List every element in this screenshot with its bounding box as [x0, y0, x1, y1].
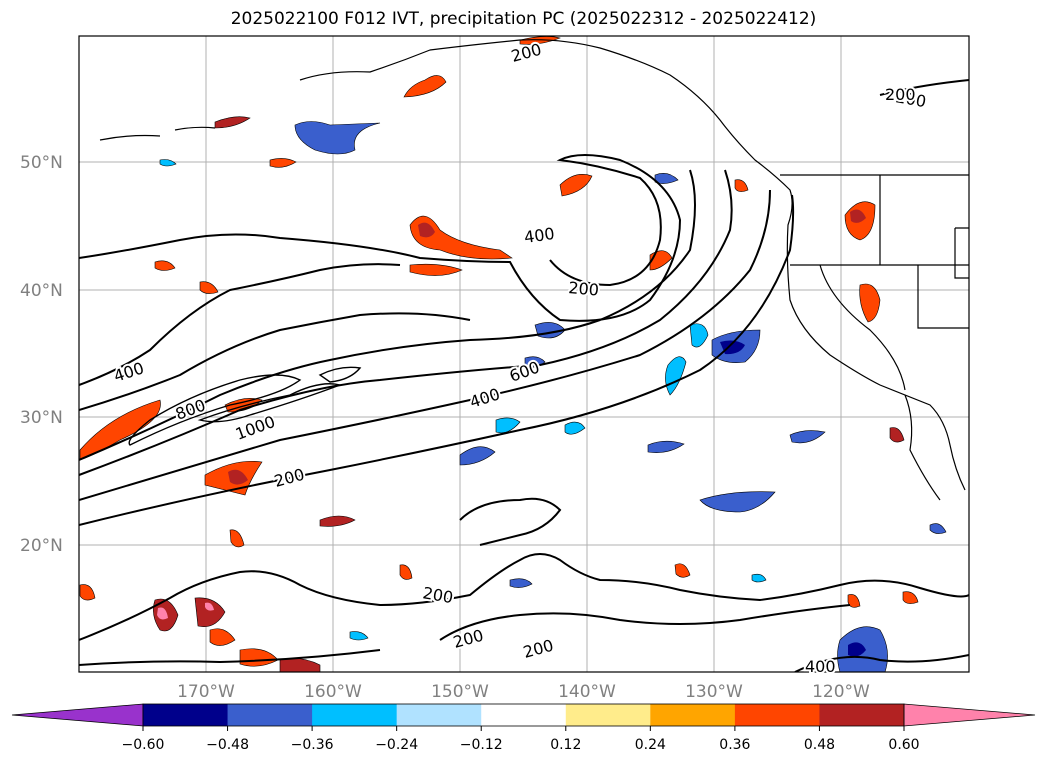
colorbar-tick-label: −0.48	[206, 737, 249, 753]
map-area	[79, 36, 969, 672]
colorbar-bin	[565, 704, 651, 726]
colorbar-tick-label: −0.60	[122, 737, 165, 753]
colorbar-tick-label: 0.48	[804, 737, 835, 753]
colorbar-bin	[312, 704, 398, 726]
lon-label-140w: 140°W	[558, 682, 616, 702]
colorbar-bin	[143, 704, 229, 726]
colorbar-overflow-arrow	[903, 703, 1036, 727]
ivt-contour-label: 200	[885, 85, 916, 104]
map-title: 2025022100 F012 IVT, precipitation PC (2…	[230, 9, 817, 29]
colorbar-bin	[650, 704, 736, 726]
ivt-contour-label: 400	[805, 657, 836, 676]
colorbar-tick-label: −0.24	[375, 737, 418, 753]
colorbar-bin	[481, 704, 567, 726]
lon-label-160w: 160°W	[304, 682, 362, 702]
lat-label-30: 30°N	[20, 408, 63, 428]
ivt-inner-contours	[128, 366, 362, 446]
colorbar-underflow-arrow	[11, 703, 144, 727]
colorbar-bin	[227, 704, 313, 726]
lat-label-50: 50°N	[20, 153, 63, 173]
colorbar-tick-label: 0.60	[888, 737, 919, 753]
map-frame	[78, 35, 970, 673]
colorbar-tick-label: −0.36	[291, 737, 334, 753]
colorbar-tick-labels: −0.60 −0.48 −0.36 −0.24 −0.12 0.12 0.24 0.36 0.4…	[122, 726, 920, 753]
ivt-contour-label: 200	[568, 278, 600, 300]
colorbar: −0.60 −0.48 −0.36 −0.24 −0.12 0.12 0.24 0.36 0.4…	[11, 703, 1036, 753]
colorbar-bin	[396, 704, 482, 726]
longitude-labels: 170°W 160°W 150°W 140°W 130°W 120°W	[177, 682, 870, 702]
lon-label-120w: 120°W	[812, 682, 870, 702]
colorbar-tick-label: −0.12	[460, 737, 503, 753]
lon-label-150w: 150°W	[431, 682, 489, 702]
latitude-labels: 50°N 40°N 30°N 20°N	[20, 153, 63, 556]
lat-label-40: 40°N	[20, 281, 63, 301]
lat-label-20: 20°N	[20, 536, 63, 556]
coastlines	[99, 39, 969, 501]
ivt-contours	[79, 79, 969, 672]
colorbar-tick-label: 0.24	[635, 737, 666, 753]
precip-negative-areas	[159, 121, 947, 672]
lon-label-130w: 130°W	[685, 682, 743, 702]
colorbar-bin	[734, 704, 820, 726]
colorbar-bins	[143, 704, 905, 726]
colorbar-tick-label: 0.12	[550, 737, 581, 753]
colorbar-tick-label: 0.36	[719, 737, 750, 753]
colorbar-bin	[819, 704, 905, 726]
lon-label-170w: 170°W	[177, 682, 235, 702]
